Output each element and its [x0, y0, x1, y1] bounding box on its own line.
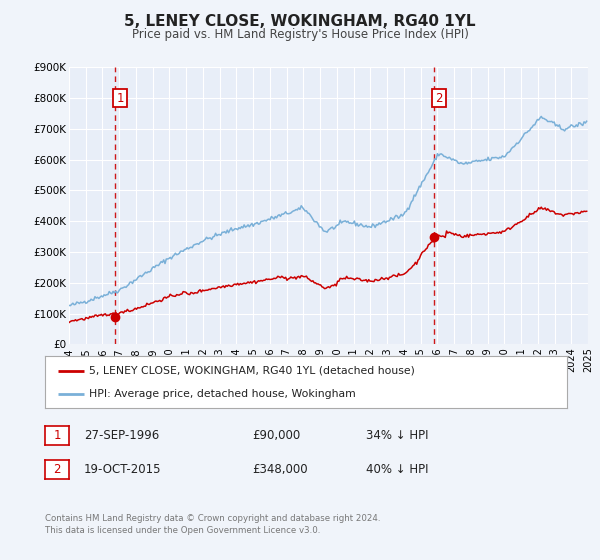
Text: 34% ↓ HPI: 34% ↓ HPI	[366, 429, 428, 442]
Text: 1: 1	[116, 91, 124, 105]
Text: 5, LENEY CLOSE, WOKINGHAM, RG40 1YL (detached house): 5, LENEY CLOSE, WOKINGHAM, RG40 1YL (det…	[89, 366, 415, 376]
Text: 1: 1	[53, 429, 61, 442]
Text: Contains HM Land Registry data © Crown copyright and database right 2024.: Contains HM Land Registry data © Crown c…	[45, 514, 380, 523]
Text: 2: 2	[435, 91, 443, 105]
Text: 40% ↓ HPI: 40% ↓ HPI	[366, 463, 428, 476]
Text: 5, LENEY CLOSE, WOKINGHAM, RG40 1YL: 5, LENEY CLOSE, WOKINGHAM, RG40 1YL	[124, 14, 476, 29]
Text: £90,000: £90,000	[252, 429, 300, 442]
Text: 27-SEP-1996: 27-SEP-1996	[84, 429, 159, 442]
Text: This data is licensed under the Open Government Licence v3.0.: This data is licensed under the Open Gov…	[45, 526, 320, 535]
Text: £348,000: £348,000	[252, 463, 308, 476]
Text: 2: 2	[53, 463, 61, 476]
Text: Price paid vs. HM Land Registry's House Price Index (HPI): Price paid vs. HM Land Registry's House …	[131, 28, 469, 41]
Text: 19-OCT-2015: 19-OCT-2015	[84, 463, 161, 476]
Text: HPI: Average price, detached house, Wokingham: HPI: Average price, detached house, Woki…	[89, 389, 356, 399]
